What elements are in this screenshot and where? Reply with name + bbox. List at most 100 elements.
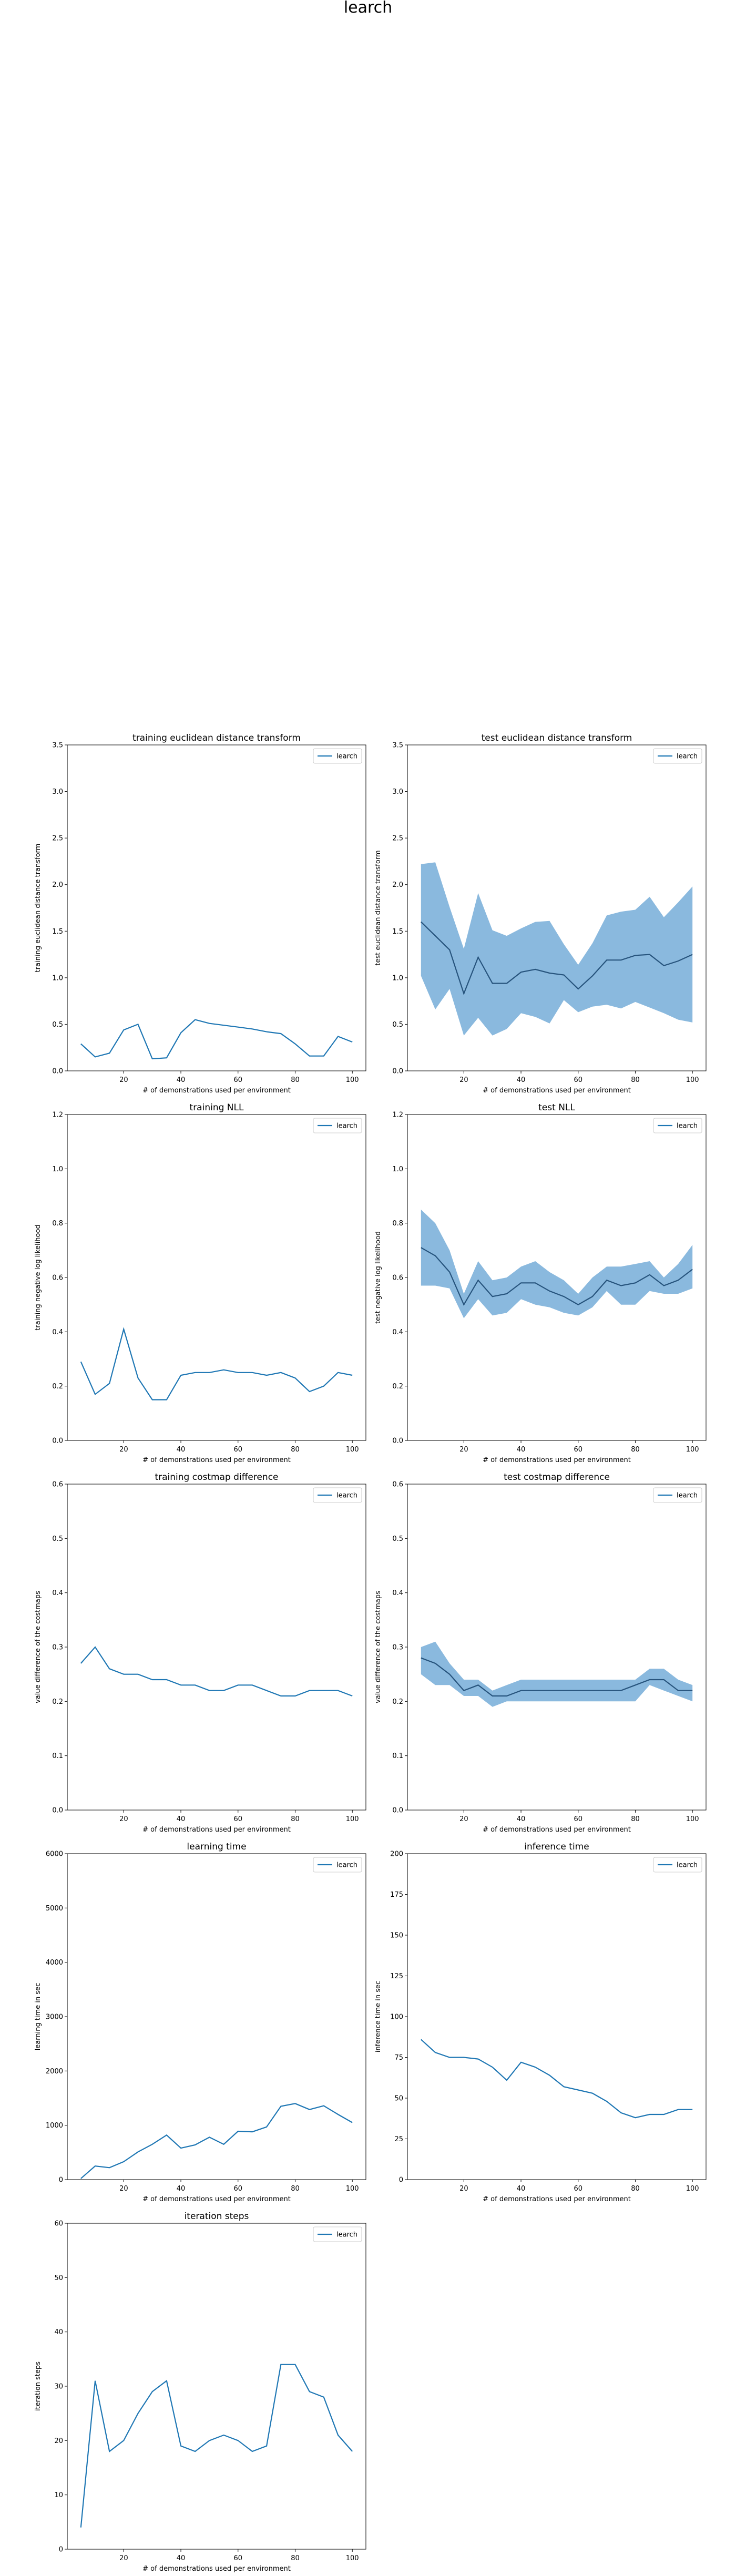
y-tick-label: 0.3 — [392, 1644, 403, 1652]
y-axis-label: training negative log likelihood — [34, 1224, 42, 1330]
y-tick-label: 60 — [54, 2220, 63, 2228]
legend-box — [653, 1857, 702, 1873]
x-tick-label: 80 — [631, 1446, 640, 1454]
x-tick-label: 60 — [574, 2185, 582, 2193]
series-line — [80, 1019, 353, 1060]
x-axis-label: # of demonstrations used per environment — [142, 1456, 291, 1464]
y-tick-label: 0.2 — [392, 1383, 403, 1391]
x-tick-label: 100 — [686, 1815, 699, 1823]
chart-title: training NLL — [190, 1102, 244, 1113]
series-line — [421, 1247, 693, 1306]
y-tick-label: 3.5 — [392, 742, 403, 750]
y-tick-label: 50 — [394, 2095, 403, 2103]
x-tick-label: 20 — [459, 1076, 468, 1084]
y-axis-label: inference time in sec — [374, 1981, 382, 2052]
legend-label: learch — [336, 1122, 357, 1130]
legend: learch — [653, 1857, 702, 1873]
axes-frame — [67, 1114, 366, 1441]
y-tick-label: 0 — [59, 2546, 63, 2554]
x-axis-label: # of demonstrations used per environment — [142, 2195, 291, 2203]
y-axis-label: test negative log likelihood — [374, 1231, 382, 1324]
legend: learch — [313, 1487, 362, 1503]
chart-panel-6: test costmap difference 20 40 60 80 100 0.0 0.1… — [374, 1472, 707, 1834]
x-axis-label: # of demonstrations used per environment — [483, 1087, 631, 1095]
legend-box — [653, 1487, 702, 1503]
y-axis-label: learning time in sec — [34, 1983, 42, 2051]
x-tick-label: 100 — [686, 2185, 699, 2193]
y-tick-label: 3000 — [46, 2013, 63, 2021]
legend-label: learch — [336, 1492, 357, 1500]
y-tick-label: 5000 — [46, 1905, 63, 1913]
legend-box — [313, 1487, 362, 1503]
y-tick-label: 2000 — [46, 2068, 63, 2076]
legend-label: learch — [677, 1492, 698, 1500]
x-tick-label: 100 — [686, 1076, 699, 1084]
y-tick-label: 0.6 — [52, 1481, 63, 1489]
y-tick-label: 1.2 — [392, 1111, 403, 1119]
chart-title: inference time — [524, 1842, 589, 1852]
confidence-band — [421, 1209, 693, 1318]
x-tick-label: 60 — [233, 2554, 242, 2562]
chart-panel-4: test NLL 20 40 60 80 100 0.0 0.2 0.4 0.6 0.8 1.0 1.2… — [374, 1102, 707, 1464]
y-tick-label: 25 — [394, 2135, 403, 2143]
axes-frame — [407, 1853, 707, 2180]
y-axis-label: test euclidean distance transform — [374, 850, 382, 965]
chart-panel-1: training euclidean distance transform 20 4… — [34, 733, 366, 1095]
y-tick-label: 1.0 — [392, 1166, 403, 1173]
y-tick-label: 1.2 — [52, 1111, 63, 1119]
legend-box — [653, 748, 702, 764]
x-tick-label: 20 — [119, 1815, 128, 1823]
y-tick-label: 0.0 — [392, 1437, 403, 1445]
y-tick-label: 3.0 — [392, 788, 403, 796]
chart-title: training euclidean distance transform — [132, 733, 301, 743]
legend: learch — [653, 1118, 702, 1133]
y-tick-label: 0.2 — [392, 1698, 403, 1706]
x-tick-label: 60 — [233, 1815, 242, 1823]
legend-box — [313, 1857, 362, 1873]
x-tick-label: 20 — [119, 1076, 128, 1084]
legend: learch — [313, 2226, 362, 2242]
y-tick-label: 2.5 — [52, 835, 63, 843]
y-tick-label: 0 — [59, 2176, 63, 2184]
legend-box — [313, 748, 362, 764]
x-tick-label: 100 — [346, 1446, 359, 1454]
x-tick-label: 100 — [686, 1446, 699, 1454]
confidence-band — [421, 1641, 693, 1707]
y-tick-label: 40 — [54, 2328, 63, 2336]
chart-panel-5: training costmap difference 20 40 60 80 100 0.… — [34, 1472, 366, 1834]
chart-title: test euclidean distance transform — [482, 733, 632, 743]
y-tick-label: 0.2 — [52, 1383, 63, 1391]
legend-label: learch — [677, 1122, 698, 1130]
x-tick-label: 20 — [459, 1815, 468, 1823]
x-axis-label: # of demonstrations used per environment — [142, 1087, 291, 1095]
y-tick-label: 125 — [390, 1972, 403, 1980]
x-tick-label: 40 — [177, 2554, 186, 2562]
y-tick-label: 3.5 — [52, 742, 63, 750]
axes-frame — [67, 744, 366, 1071]
series-line — [80, 1327, 353, 1401]
legend-label: learch — [336, 2231, 357, 2239]
x-tick-label: 80 — [291, 1076, 300, 1084]
legend: learch — [653, 1487, 702, 1503]
legend-box — [313, 1118, 362, 1133]
x-tick-label: 80 — [291, 1815, 300, 1823]
chart-title: test costmap difference — [504, 1472, 610, 1483]
y-tick-label: 0.5 — [52, 1021, 63, 1029]
x-tick-label: 80 — [291, 2554, 300, 2562]
series-line — [80, 1646, 353, 1697]
x-tick-label: 20 — [119, 2185, 128, 2193]
y-tick-label: 200 — [390, 1851, 403, 1858]
x-tick-label: 60 — [233, 1446, 242, 1454]
y-tick-label: 0.6 — [392, 1274, 403, 1282]
chart-title: training costmap difference — [155, 1472, 278, 1483]
x-tick-label: 40 — [517, 1815, 526, 1823]
x-tick-label: 60 — [574, 1076, 582, 1084]
chart-title: learning time — [187, 1842, 246, 1852]
y-tick-label: 0.0 — [52, 1068, 63, 1076]
x-tick-label: 80 — [631, 2185, 640, 2193]
y-tick-label: 100 — [390, 2013, 403, 2021]
y-tick-label: 0.4 — [392, 1589, 403, 1597]
y-tick-label: 2.0 — [52, 881, 63, 889]
y-tick-label: 0.6 — [392, 1481, 403, 1489]
y-tick-label: 0.0 — [392, 1807, 403, 1815]
